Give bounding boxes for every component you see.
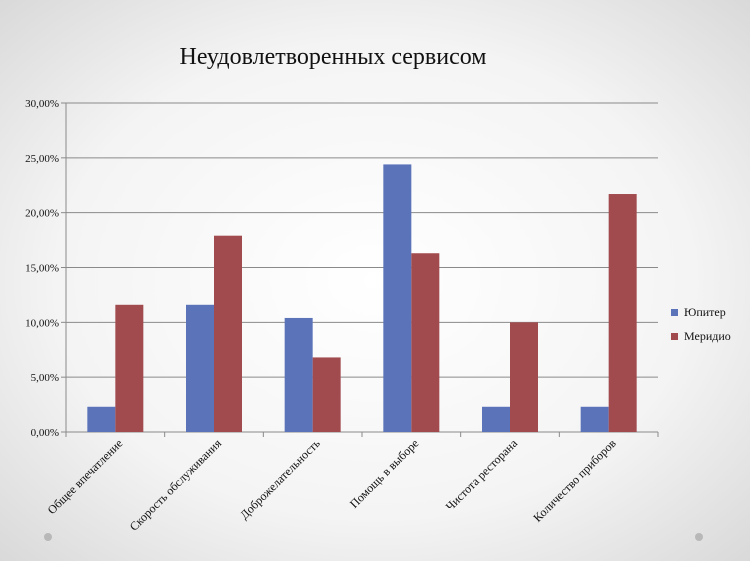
legend: Юпитер Меридио	[671, 305, 731, 343]
x-axis-ticks: Общее впечатление Скорость обслуживания До…	[45, 436, 619, 534]
y-tick-label: 30,00%	[25, 98, 59, 110]
bar-series1	[87, 406, 116, 432]
bar-series2	[115, 304, 144, 432]
bar-series2	[411, 253, 440, 432]
y-tick-label: 25,00%	[25, 153, 59, 165]
bar-series1	[580, 406, 609, 432]
x-tick-label: Помощь в выборе	[347, 436, 422, 511]
decorative-dot-left	[44, 533, 52, 541]
y-tick-label: 5,00%	[31, 372, 59, 384]
y-tick-label: 0,00%	[31, 427, 59, 439]
y-tick-label: 10,00%	[25, 317, 59, 329]
decorative-dot-right	[695, 533, 703, 541]
chart-title: Неудовлетворенных сервисом	[179, 44, 486, 70]
x-tick-label: Общее впечатление	[45, 436, 126, 517]
gridlines	[61, 102, 659, 437]
x-tick-label: Чистота ресторана	[443, 436, 521, 514]
bar-series1	[482, 406, 510, 432]
legend-swatch	[671, 333, 678, 340]
bar-series1	[284, 317, 313, 432]
bar-series2	[510, 322, 538, 432]
bar-series2	[312, 357, 341, 432]
legend-swatch	[671, 309, 678, 316]
bar-series2	[214, 235, 242, 432]
x-tick-label: Доброжелательность	[237, 436, 323, 522]
y-tick-label: 15,00%	[25, 263, 59, 275]
x-tick-label: Скорость обслуживания	[127, 436, 225, 534]
x-tick-label: Количество приборов	[530, 436, 619, 525]
bar-series1	[186, 304, 214, 432]
y-tick-label: 20,00%	[25, 208, 59, 220]
legend-label: Меридио	[684, 329, 731, 343]
y-axis-ticks: 0,00% 5,00% 10,00% 15,00% 20,00% 25,00% 30,00%	[25, 98, 59, 439]
legend-label: Юпитер	[684, 305, 726, 319]
bars	[87, 164, 637, 432]
bar-series1	[383, 164, 412, 432]
bar-series2	[608, 194, 637, 432]
